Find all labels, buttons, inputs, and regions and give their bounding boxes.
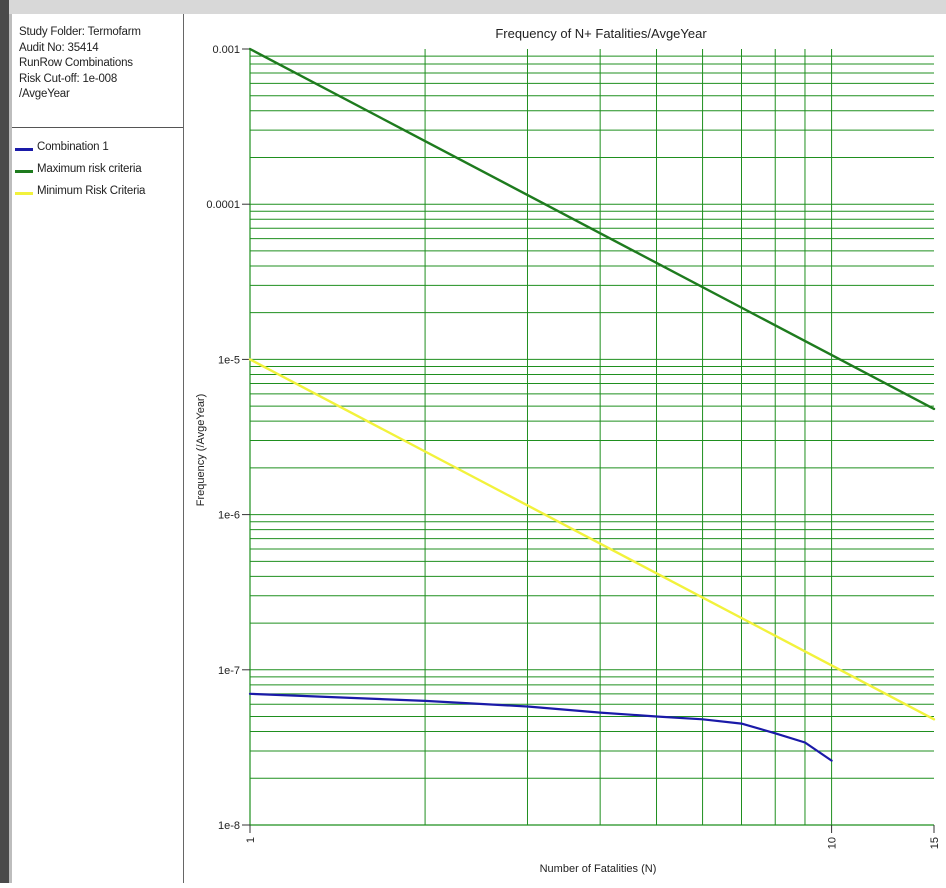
axes — [242, 48, 935, 833]
y-axis-label: Frequency (/AvgeYear) — [195, 394, 207, 507]
y-tick-label: 0.0001 — [206, 199, 240, 211]
y-tick-label: 0.001 — [212, 44, 240, 56]
window-left-edge — [0, 0, 9, 883]
series-line-minimum-risk — [248, 358, 936, 721]
study-info-box: Study Folder: Termofarm Audit No: 35414 … — [12, 14, 183, 128]
y-tick-label: 1e-6 — [218, 510, 240, 522]
risk-cutoff-unit-text: /AvgeYear — [19, 88, 70, 100]
side-panel: Study Folder: Termofarm Audit No: 35414 … — [12, 14, 184, 883]
x-tick-label: 15 — [929, 837, 941, 849]
runrow-combinations-text: RunRow Combinations — [19, 57, 133, 69]
legend-item-combination-1[interactable]: Combination 1 — [12, 140, 183, 162]
legend-label-combination-1: Combination 1 — [37, 141, 109, 153]
legend-item-maximum-risk[interactable]: Maximum risk criteria — [12, 162, 183, 184]
y-tick-label: 1e-7 — [218, 665, 240, 677]
series-line-maximum-risk — [248, 47, 936, 411]
legend-label-minimum-risk: Minimum Risk Criteria — [37, 185, 146, 197]
legend-swatch-maximum-risk — [15, 170, 33, 173]
audit-number-text: Audit No: 35414 — [19, 41, 99, 54]
series-lines — [248, 47, 936, 762]
study-folder-text: Study Folder: Termofarm — [19, 26, 141, 38]
fn-curve-chart: Frequency of N+ Fatalities/AvgeYear Numb… — [195, 26, 941, 875]
x-axis-label: Number of Fatalities (N) — [540, 863, 657, 875]
tick-labels: 1e-8 1e-7 1e-6 1e-5 0.0001 0.001 1 10 15 — [206, 44, 941, 849]
grid — [250, 49, 934, 826]
y-tick-label: 1e-8 — [218, 820, 240, 832]
legend-item-minimum-risk[interactable]: Minimum Risk Criteria — [12, 184, 183, 206]
chart-title: Frequency of N+ Fatalities/AvgeYear — [495, 26, 707, 41]
legend: Combination 1 Maximum risk criteria Mini… — [12, 140, 183, 206]
y-tick-label: 1e-5 — [218, 354, 240, 366]
series-line-combination-1 — [248, 692, 833, 762]
legend-swatch-minimum-risk — [15, 192, 33, 195]
window-left-bevel — [9, 14, 12, 883]
x-tick-label: 10 — [827, 837, 839, 849]
chart-area: Frequency of N+ Fatalities/AvgeYear Numb… — [185, 14, 946, 883]
window-top-edge — [0, 0, 946, 14]
risk-cutoff-text: Risk Cut-off: 1e-008 — [19, 72, 118, 85]
legend-swatch-combination-1 — [15, 148, 33, 151]
x-tick-label: 1 — [245, 837, 257, 843]
legend-label-maximum-risk: Maximum risk criteria — [37, 163, 142, 175]
